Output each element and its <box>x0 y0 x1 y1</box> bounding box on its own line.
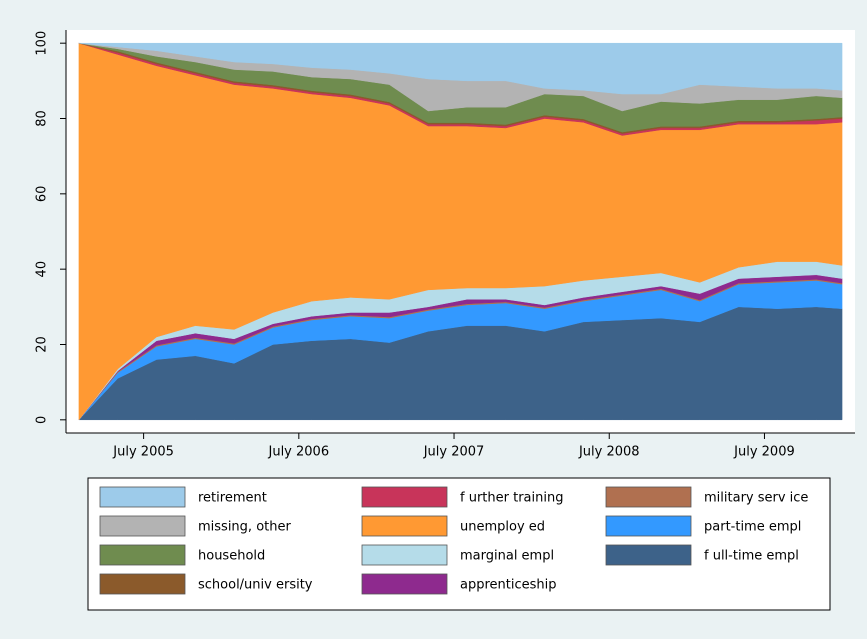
legend-swatch <box>605 515 692 537</box>
legend <box>87 477 831 611</box>
area <box>78 42 843 95</box>
legend-label: school/univ ersity <box>198 578 313 593</box>
legend-label: part-time empl <box>704 520 801 535</box>
legend-swatch <box>99 544 186 566</box>
legend-label: f urther training <box>460 491 563 506</box>
legend-swatch <box>605 544 692 566</box>
legend-label: f ull-time empl <box>704 549 799 564</box>
legend-label: household <box>198 549 265 564</box>
legend-label: marginal empl <box>460 549 554 564</box>
legend-swatch <box>605 486 692 508</box>
legend-label: apprenticeship <box>460 578 557 593</box>
legend-label: retirement <box>198 491 267 506</box>
legend-swatch <box>99 573 186 595</box>
legend-swatch <box>99 515 186 537</box>
y-tick-label: 80 <box>35 110 50 127</box>
legend-swatch <box>361 573 448 595</box>
legend-swatch <box>99 486 186 508</box>
x-tick-label: July 2005 <box>112 445 174 460</box>
y-tick-label: 0 <box>35 416 50 424</box>
y-tick-label: 20 <box>35 336 50 353</box>
legend-label: military serv ice <box>704 491 808 506</box>
y-tick-label: 60 <box>35 186 50 203</box>
y-tick-label: 40 <box>35 261 50 278</box>
legend-swatch <box>361 515 448 537</box>
legend-label: missing, other <box>198 520 291 535</box>
legend-swatch <box>361 486 448 508</box>
x-tick-label: July 2006 <box>268 445 330 460</box>
x-tick-label: July 2009 <box>733 445 795 460</box>
legend-label: unemploy ed <box>460 520 545 535</box>
y-tick-label: 100 <box>35 31 50 56</box>
legend-swatch <box>361 544 448 566</box>
x-tick-label: July 2007 <box>423 445 485 460</box>
x-tick-label: July 2008 <box>578 445 640 460</box>
